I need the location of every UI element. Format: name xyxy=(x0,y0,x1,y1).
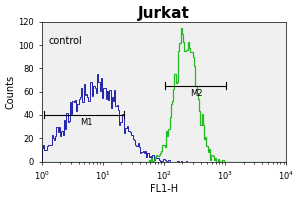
X-axis label: FL1-H: FL1-H xyxy=(150,184,178,194)
Text: control: control xyxy=(49,36,82,46)
Title: Jurkat: Jurkat xyxy=(138,6,190,21)
Y-axis label: Counts: Counts xyxy=(6,75,16,109)
Text: M2: M2 xyxy=(190,89,202,98)
Text: M1: M1 xyxy=(80,118,93,127)
